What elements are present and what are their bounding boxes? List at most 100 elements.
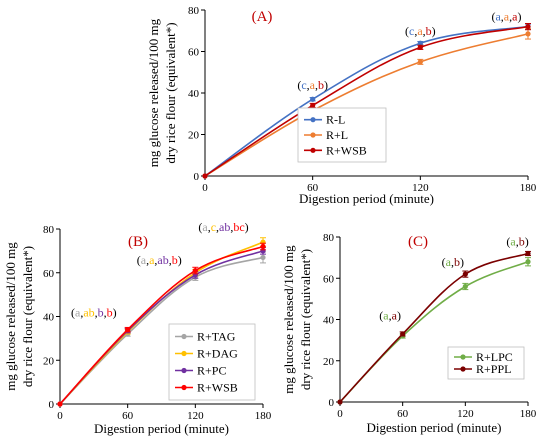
x-tick-label: 120 xyxy=(457,408,474,420)
significance-part: c xyxy=(301,78,306,92)
data-point-R+WSB xyxy=(260,243,266,250)
significance-part: a xyxy=(510,234,516,248)
data-point-R+WSB xyxy=(125,327,131,333)
panel-title: (A) xyxy=(252,9,273,25)
significance-part: ( xyxy=(137,253,141,267)
y-tick-label: 20 xyxy=(323,356,335,368)
significance-part: a xyxy=(417,24,423,38)
significance-part: ) xyxy=(460,255,464,269)
legend-label: R+PPL xyxy=(476,362,511,376)
legend-swatch-marker xyxy=(310,132,316,138)
significance-part: b xyxy=(172,253,178,267)
legend-label: R+PC xyxy=(197,364,226,378)
significance-part: , xyxy=(154,253,157,267)
significance-part: ( xyxy=(71,306,75,320)
significance-part: , xyxy=(389,309,392,323)
significance-part: bc xyxy=(233,220,244,234)
significance-part: a xyxy=(392,309,398,323)
y-axis-label-line-1: mg glucose released/100 mg xyxy=(281,245,296,394)
legend-swatch-marker xyxy=(310,147,316,153)
y-tick-label: 60 xyxy=(188,47,200,59)
significance-part: ) xyxy=(245,220,249,234)
significance-part: ) xyxy=(113,306,117,320)
significance-part: c xyxy=(409,24,414,38)
y-tick-label: 40 xyxy=(188,88,200,100)
significance-part: c xyxy=(211,220,216,234)
series-line-R+WSB xyxy=(204,25,529,177)
significance-label: (a,a) xyxy=(379,309,401,323)
panel-title: (B) xyxy=(128,234,148,250)
y-axis-label-line-2: dry rice flour (equivalent*) xyxy=(298,249,313,390)
data-point-R+PPL xyxy=(525,250,531,257)
y-axis-label-line-2: dry rice flour (equivalent*) xyxy=(20,246,35,387)
legend-swatch-marker xyxy=(460,354,466,360)
significance-part: ) xyxy=(517,9,521,23)
significance-part: , xyxy=(95,306,98,320)
legend-label: R+WSB xyxy=(326,143,367,157)
significance-part: , xyxy=(315,78,318,92)
legend: R-LR+LR+WSB xyxy=(297,107,387,163)
x-tick-label: 120 xyxy=(412,182,429,194)
significance-label: (c,a,b) xyxy=(297,78,328,92)
significance-part: , xyxy=(208,220,211,234)
significance-part: b xyxy=(107,306,113,320)
significance-part: ( xyxy=(198,220,202,234)
data-point-R+WSB xyxy=(202,173,208,179)
data-point-R+WSB xyxy=(417,44,423,50)
significance-part: ( xyxy=(491,9,495,23)
significance-part: , xyxy=(104,306,107,320)
legend-label: R-L xyxy=(326,113,345,127)
significance-part: ) xyxy=(525,234,529,248)
significance-part: , xyxy=(80,306,83,320)
significance-part: ) xyxy=(324,78,328,92)
significance-part: ( xyxy=(506,234,510,248)
data-point-R+WSB xyxy=(192,267,198,274)
significance-part: a xyxy=(446,255,452,269)
significance-part: a xyxy=(75,306,81,320)
data-point-R+WSB xyxy=(525,24,531,30)
significance-part: a xyxy=(141,253,147,267)
series-R+WSB xyxy=(202,22,531,179)
legend-label: R+WSB xyxy=(197,381,238,395)
legend-swatch-marker xyxy=(310,117,316,123)
significance-label: (a,b) xyxy=(506,234,528,248)
x-tick-label: 180 xyxy=(520,182,537,194)
significance-part: ( xyxy=(442,255,446,269)
panel-title: (C) xyxy=(408,234,428,250)
data-point-R+LPC xyxy=(462,283,468,290)
legend-label: R+DAG xyxy=(197,347,238,361)
series-line-R-L xyxy=(204,25,529,177)
significance-part: ab xyxy=(83,306,94,320)
significance-part: ) xyxy=(178,253,182,267)
significance-part: b xyxy=(318,78,324,92)
y-tick-label: 0 xyxy=(49,399,55,411)
legend-swatch-marker xyxy=(460,366,466,372)
y-axis-label-line-2: dry rice flour (equivalent*) xyxy=(163,22,178,163)
significance-part: b xyxy=(519,234,525,248)
y-tick-label: 20 xyxy=(43,355,55,367)
significance-part: a xyxy=(202,220,208,234)
data-point-R-L xyxy=(417,40,423,46)
x-tick-label: 0 xyxy=(57,410,63,422)
significance-part: a xyxy=(512,9,518,23)
chart-panel-3: 0 20 40 60 80 0 60 120 180 Digestion period (minu… xyxy=(281,232,537,435)
significance-part: a xyxy=(504,9,510,23)
series-R+L xyxy=(202,28,531,179)
data-point-R+WSB xyxy=(57,401,63,407)
significance-part: b xyxy=(454,255,460,269)
data-point-R+LPC xyxy=(525,259,531,265)
y-axis-label-line-1: mg glucose released/100 mg xyxy=(146,18,161,167)
legend-label: R+TAG xyxy=(197,330,236,344)
y-tick-label: 60 xyxy=(323,273,335,285)
data-point-R+L xyxy=(417,59,423,65)
legend-label: R+LPC xyxy=(476,350,513,364)
x-tick-label: 0 xyxy=(202,182,208,194)
significance-label: (a,a,a) xyxy=(491,9,521,23)
significance-part: ab xyxy=(219,220,230,234)
y-tick-label: 80 xyxy=(323,232,335,244)
significance-label: (a,a,ab,b) xyxy=(137,253,182,267)
legend-swatch-marker xyxy=(181,350,187,357)
significance-part: ( xyxy=(297,78,301,92)
data-point-R-L xyxy=(310,96,316,102)
